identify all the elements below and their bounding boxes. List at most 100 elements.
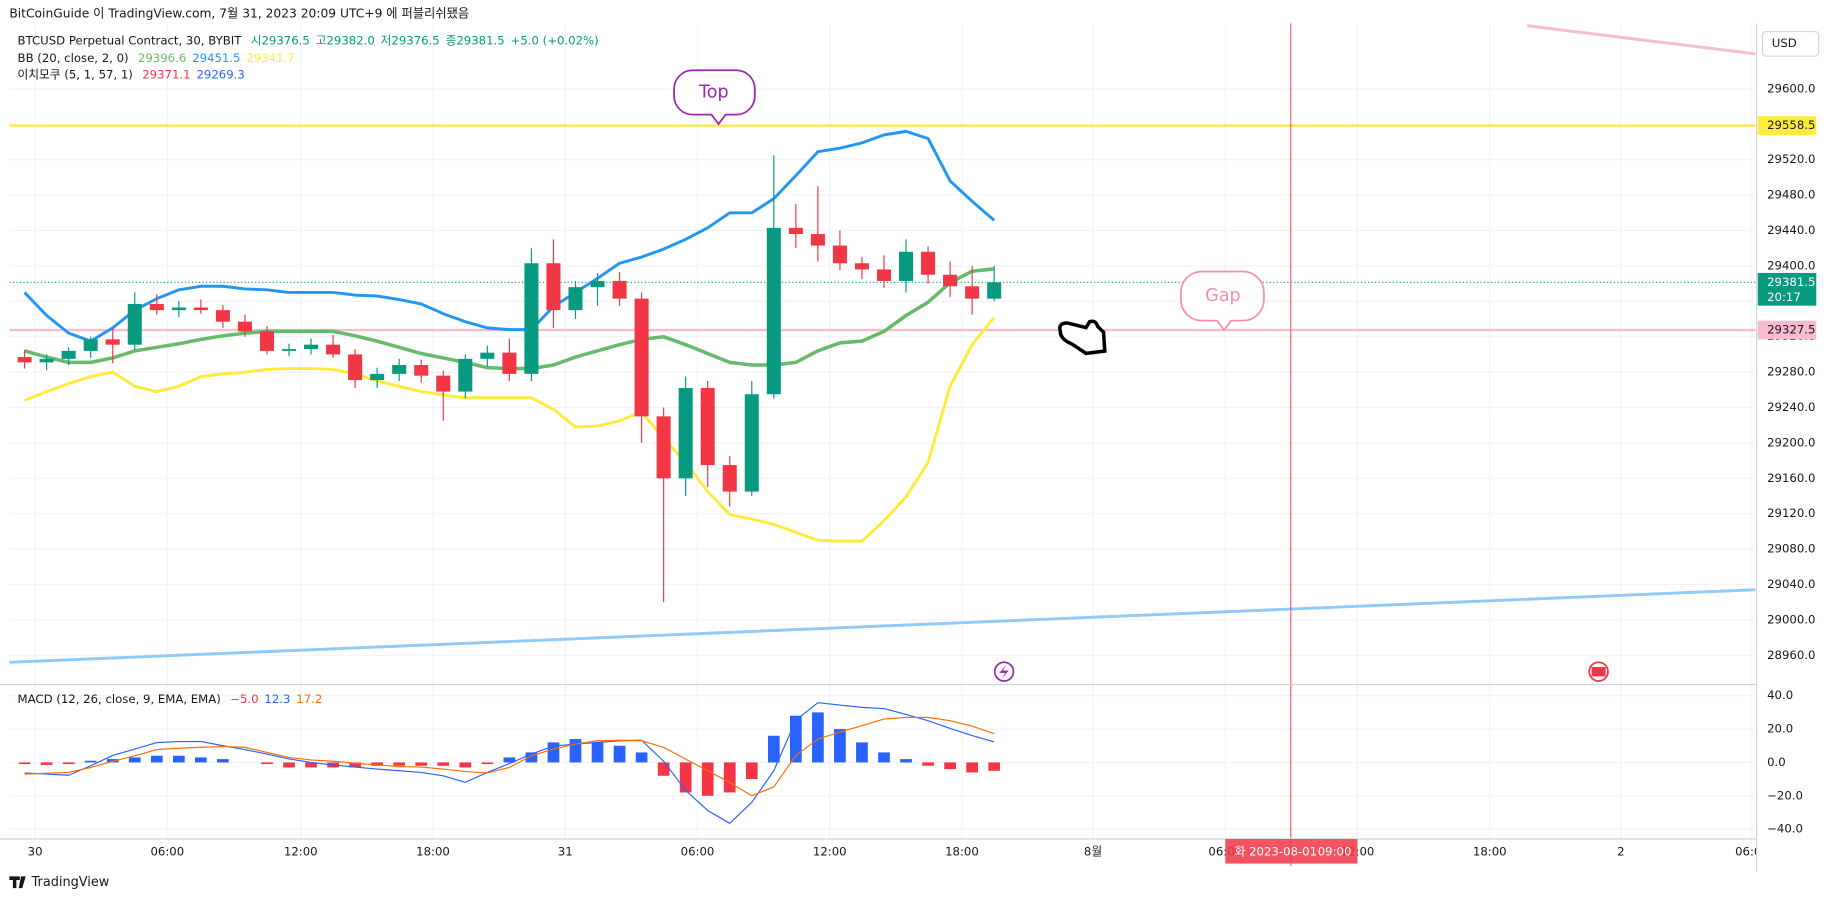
candle-body xyxy=(83,339,98,351)
macd-histogram-bar xyxy=(657,762,670,776)
ichimoku-legend: 29371.1 29269.3 xyxy=(142,67,245,81)
legend-value: 29396.6 xyxy=(138,51,186,65)
macd-line xyxy=(24,716,995,797)
level-tag: 29327.5 xyxy=(1767,323,1815,337)
symbol-title: BTCUSD Perpetual Contract, 30, BYBIT xyxy=(18,33,243,47)
y-tick-label: 29160.0 xyxy=(1767,471,1815,485)
bb-line xyxy=(23,129,996,343)
macd-histogram-bar xyxy=(150,755,163,763)
macd-histogram-bar xyxy=(217,759,229,763)
hand-icon xyxy=(1058,319,1107,356)
candle-body xyxy=(414,365,429,376)
legend-value: 고29382.0 xyxy=(316,33,375,47)
x-tick-label: 12:00 xyxy=(284,844,318,858)
callout-bubble xyxy=(1179,270,1265,332)
legend-value: 29269.3 xyxy=(196,67,244,81)
macd-histogram-bar xyxy=(591,742,604,763)
macd-histogram-bar xyxy=(701,762,714,796)
macd-histogram-bar xyxy=(195,757,207,763)
legend-value: 12.3 xyxy=(264,692,290,706)
crosshair-time-tag xyxy=(1225,838,1358,864)
macd-histogram-bar xyxy=(40,762,53,765)
candle-body xyxy=(281,349,297,351)
candle-body xyxy=(17,357,32,363)
candle-body xyxy=(215,310,230,322)
price-axis: 29600.029560.029520.029480.029440.029400… xyxy=(1757,81,1817,836)
candle-body xyxy=(744,394,759,492)
macd-histogram-bar xyxy=(415,762,428,766)
candle-body xyxy=(546,263,561,311)
legend-value: −5.0 xyxy=(230,692,258,706)
currency-button[interactable] xyxy=(1761,31,1820,57)
level-tag-bg xyxy=(1757,320,1817,340)
callout-top: Top xyxy=(673,69,756,126)
x-tick-label: 30 xyxy=(28,844,43,858)
callout-bubble xyxy=(673,69,756,126)
candle-body xyxy=(326,344,341,355)
legend-value: 29341.7 xyxy=(246,51,294,65)
last-price-tag-bg xyxy=(1757,272,1817,306)
candle-body xyxy=(987,282,1002,299)
macd-histogram-bar xyxy=(437,762,450,766)
macd-histogram-bar xyxy=(283,762,295,768)
macd-histogram-bar xyxy=(393,762,406,766)
macd-histogram-bar xyxy=(878,752,890,763)
candle-body xyxy=(171,307,186,311)
macd-histogram-bar xyxy=(62,762,75,765)
macd-histogram-bar xyxy=(481,762,494,765)
macd-histogram-bar xyxy=(613,745,626,763)
y-tick-label: 29200.0 xyxy=(1767,435,1815,449)
bb-line xyxy=(24,316,996,543)
macd-histogram-bar xyxy=(459,762,472,768)
price-axis-panel xyxy=(1756,0,1835,872)
y-tick-label: 28960.0 xyxy=(1767,648,1815,662)
indicator-label: MACD (12, 26, close, 9, EMA, EMA) xyxy=(18,692,221,706)
candle-body xyxy=(524,263,539,374)
macd-histogram-bar xyxy=(767,735,780,763)
x-tick-label: 2 xyxy=(1617,844,1624,858)
candle-body xyxy=(348,354,363,381)
candle-body xyxy=(105,339,120,345)
candle-body xyxy=(590,280,605,288)
macd-histogram-bar xyxy=(371,762,384,766)
candle-body xyxy=(700,388,715,466)
callout-text: Top xyxy=(698,82,729,102)
macd-histogram-bar xyxy=(18,762,31,765)
legend-value: 시29376.5 xyxy=(251,33,310,47)
legend-value: 29371.1 xyxy=(142,67,190,81)
currency[interactable]: USD xyxy=(1772,36,1797,50)
legend-value: +5.0 (+0.02%) xyxy=(511,33,599,47)
macd-histogram-bar xyxy=(84,760,97,763)
indicator-label: 이치모쿠 (5, 1, 57, 1) xyxy=(18,67,133,81)
y-tick-label: 0.0 xyxy=(1767,755,1786,769)
macd-histogram-bar xyxy=(900,759,912,763)
candle-body xyxy=(921,251,936,275)
y-tick-label: 29400.0 xyxy=(1767,258,1815,272)
candle-body xyxy=(502,352,517,374)
candle-body xyxy=(480,352,495,359)
macd-histogram-bar xyxy=(988,762,1001,771)
y-tick-label: 29080.0 xyxy=(1767,542,1815,556)
macd-histogram-bar xyxy=(745,762,758,780)
x-tick-label: 31 xyxy=(558,844,573,858)
candle-body xyxy=(876,269,892,281)
x-tick-label: 18:00 xyxy=(945,844,979,858)
macd-histogram-bar xyxy=(305,762,317,768)
last-price-tag: 29381.5 xyxy=(1767,275,1815,289)
macd-histogram-bar xyxy=(547,742,560,763)
y-tick-label: −20.0 xyxy=(1767,788,1803,802)
x-tick-label: 18:00 xyxy=(1473,844,1507,858)
macd-histogram-bar xyxy=(789,715,802,763)
candle-body xyxy=(568,287,583,311)
macd-histogram-bar xyxy=(812,712,824,763)
legend-value: 17.2 xyxy=(296,692,322,706)
crosshair-time: 09:00 xyxy=(1318,844,1352,858)
level-tag: 29558.5 xyxy=(1767,118,1815,132)
countdown: 20:17 xyxy=(1767,290,1801,304)
candle-body xyxy=(237,321,252,332)
plot-area xyxy=(9,124,1756,824)
candle-body xyxy=(370,373,385,381)
grid xyxy=(9,23,1756,839)
tv-logo xyxy=(9,876,26,889)
